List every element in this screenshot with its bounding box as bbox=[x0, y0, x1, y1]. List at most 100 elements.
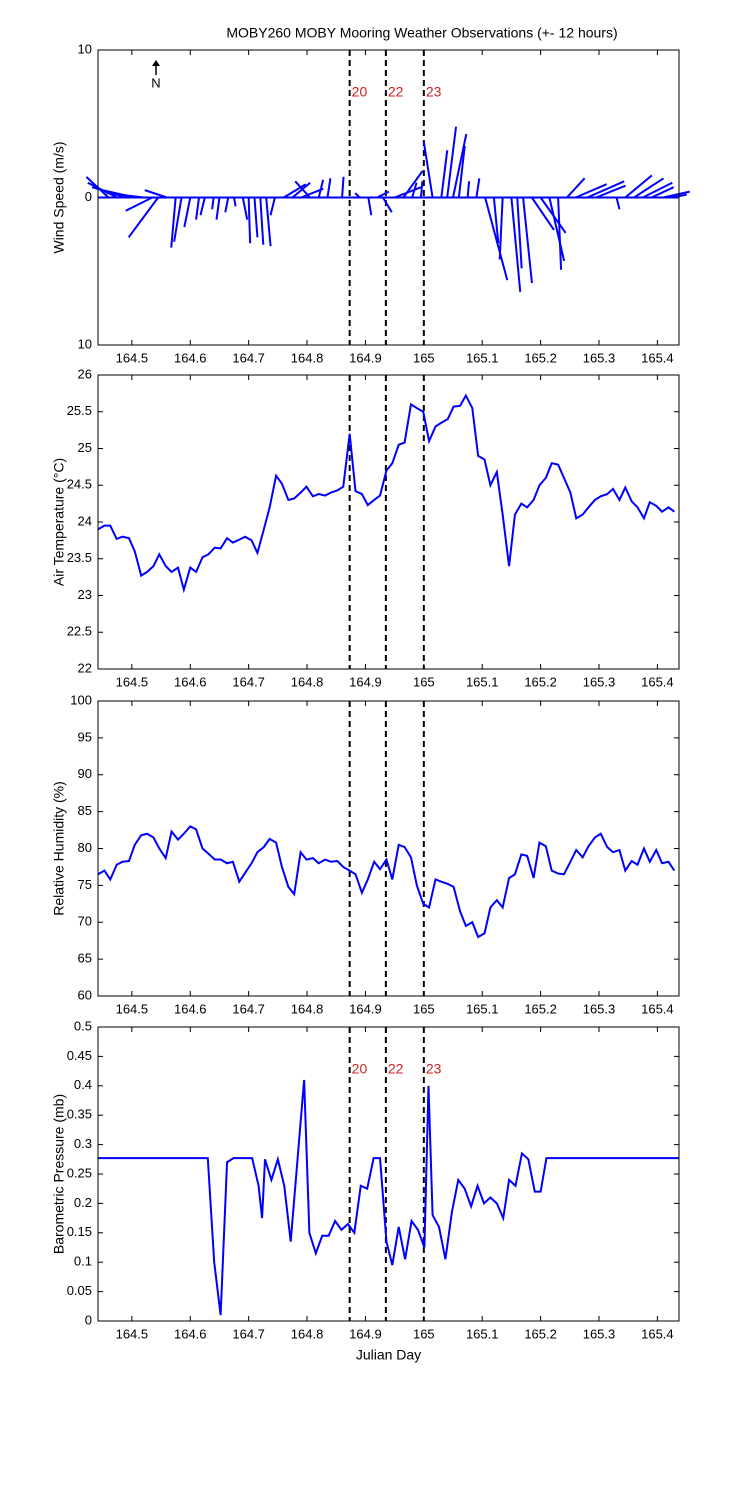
wind-stick bbox=[294, 180, 311, 199]
wind-stick bbox=[531, 196, 555, 231]
y-tick-label: 70 bbox=[78, 914, 92, 929]
y-axis-label: Air Temperature (°C) bbox=[51, 458, 67, 586]
wind-stick bbox=[492, 197, 500, 244]
wind-stick bbox=[510, 197, 522, 292]
wind-stick bbox=[199, 197, 206, 216]
event-label: 20 bbox=[352, 1061, 368, 1077]
panel: 164.5 164.6 164.7 164.8 164.9 165 165.1 165.2 16… bbox=[51, 1018, 680, 1363]
wind-stick bbox=[253, 197, 259, 238]
x-tick-label: 164.8 bbox=[291, 350, 324, 365]
x-tick-label: 165.2 bbox=[524, 1001, 557, 1016]
y-tick-label: 0 bbox=[85, 189, 92, 204]
wind-stick bbox=[127, 196, 159, 238]
x-tick-label: 164.9 bbox=[349, 350, 382, 365]
x-tick-label: 165.3 bbox=[583, 1001, 616, 1016]
x-tick-label: 165 bbox=[413, 674, 435, 689]
x-tick-label: 164.5 bbox=[116, 674, 149, 689]
x-tick-label: 164.6 bbox=[174, 1001, 207, 1016]
wind-stick bbox=[557, 197, 563, 270]
x-tick-label: 165 bbox=[413, 1326, 435, 1341]
wind-stick bbox=[283, 183, 307, 199]
x-tick-label: 164.8 bbox=[291, 1001, 324, 1016]
wind-stick bbox=[233, 197, 237, 207]
wind-stick bbox=[382, 196, 393, 213]
y-tick-label: 85 bbox=[78, 803, 92, 818]
wind-stick bbox=[419, 181, 424, 198]
y-tick-label: 25.5 bbox=[67, 403, 92, 418]
wind-stick bbox=[367, 197, 373, 216]
event-label: 23 bbox=[426, 1061, 442, 1077]
wind-stick bbox=[566, 177, 586, 199]
wind-stick bbox=[195, 197, 201, 220]
plot-frame bbox=[97, 374, 680, 670]
x-tick-label: 164.5 bbox=[116, 1001, 149, 1016]
y-tick-label: 95 bbox=[78, 729, 92, 744]
y-tick-label: 0.15 bbox=[67, 1224, 92, 1239]
y-axis-label: Relative Humidity (%) bbox=[51, 781, 67, 916]
x-tick-label: 165.1 bbox=[466, 350, 499, 365]
wind-stick bbox=[548, 197, 566, 262]
x-tick-label: 165.1 bbox=[466, 674, 499, 689]
north-label: N bbox=[151, 75, 160, 90]
wind-stick bbox=[452, 133, 468, 198]
x-tick-label: 165.2 bbox=[524, 674, 557, 689]
wind-stick bbox=[170, 197, 177, 248]
event-label: 22 bbox=[388, 84, 404, 100]
wind-stick bbox=[269, 197, 276, 216]
y-tick-label: 23 bbox=[78, 587, 92, 602]
y-tick-label: 24.5 bbox=[67, 477, 92, 492]
wind-stick bbox=[457, 145, 466, 198]
x-tick-label: 165 bbox=[413, 1001, 435, 1016]
y-tick-label: 75 bbox=[78, 877, 92, 892]
y-tick-label: 0.3 bbox=[74, 1136, 92, 1151]
x-tick-label: 164.7 bbox=[232, 1001, 265, 1016]
x-tick-label: 165.3 bbox=[583, 674, 616, 689]
wind-stick bbox=[484, 197, 509, 281]
plot-area bbox=[98, 375, 679, 669]
x-tick-label: 164.7 bbox=[232, 350, 265, 365]
wind-stick bbox=[291, 181, 311, 199]
wind-stick bbox=[633, 177, 665, 199]
y-tick-label: 26 bbox=[78, 366, 92, 381]
x-tick-label: 165.2 bbox=[524, 1326, 557, 1341]
wind-stick bbox=[215, 197, 221, 220]
y-tick-label: 0.5 bbox=[74, 1018, 92, 1033]
x-tick-label: 164.8 bbox=[291, 1326, 324, 1341]
x-tick-label: 164.6 bbox=[174, 350, 207, 365]
wind-stick bbox=[642, 181, 673, 199]
wind-stick bbox=[615, 197, 621, 210]
panel: 164.5 164.6 164.7 164.8 164.9 165 165.1 165.2 16… bbox=[51, 366, 680, 689]
wind-stick bbox=[211, 197, 215, 210]
y-tick-label: 22.5 bbox=[67, 624, 92, 639]
wind-stick bbox=[624, 174, 653, 199]
y-tick-label: 65 bbox=[78, 951, 92, 966]
y-tick-label: 23.5 bbox=[67, 550, 92, 565]
x-tick-label: 164.5 bbox=[116, 350, 149, 365]
x-axis-label: Julian Day bbox=[356, 1347, 421, 1363]
wind-stick bbox=[595, 184, 626, 199]
y-tick-label: 10 bbox=[78, 41, 92, 56]
wind-stick bbox=[376, 190, 390, 199]
plot-area bbox=[98, 701, 679, 996]
x-tick-label: 165.4 bbox=[641, 350, 674, 365]
event-label: 20 bbox=[352, 84, 368, 100]
y-tick-label: 0.25 bbox=[67, 1165, 92, 1180]
plot-frame bbox=[97, 1026, 680, 1322]
wind-stick bbox=[317, 179, 325, 198]
data-line bbox=[98, 1079, 679, 1316]
plot-area bbox=[98, 1027, 679, 1321]
wind-stick bbox=[446, 126, 458, 198]
x-tick-label: 165.4 bbox=[641, 674, 674, 689]
wind-stick bbox=[498, 197, 504, 260]
wind-stick bbox=[663, 190, 691, 199]
x-tick-label: 165.3 bbox=[583, 1326, 616, 1341]
wind-stick bbox=[466, 181, 471, 198]
y-axis-label: Wind Speed (m/s) bbox=[51, 141, 67, 253]
wind-stick bbox=[422, 141, 434, 198]
wind-stick bbox=[259, 197, 265, 245]
x-tick-label: 164.6 bbox=[174, 1326, 207, 1341]
wind-stick bbox=[522, 197, 533, 284]
y-tick-label: 0.4 bbox=[74, 1077, 92, 1092]
wind-stick bbox=[440, 150, 449, 198]
